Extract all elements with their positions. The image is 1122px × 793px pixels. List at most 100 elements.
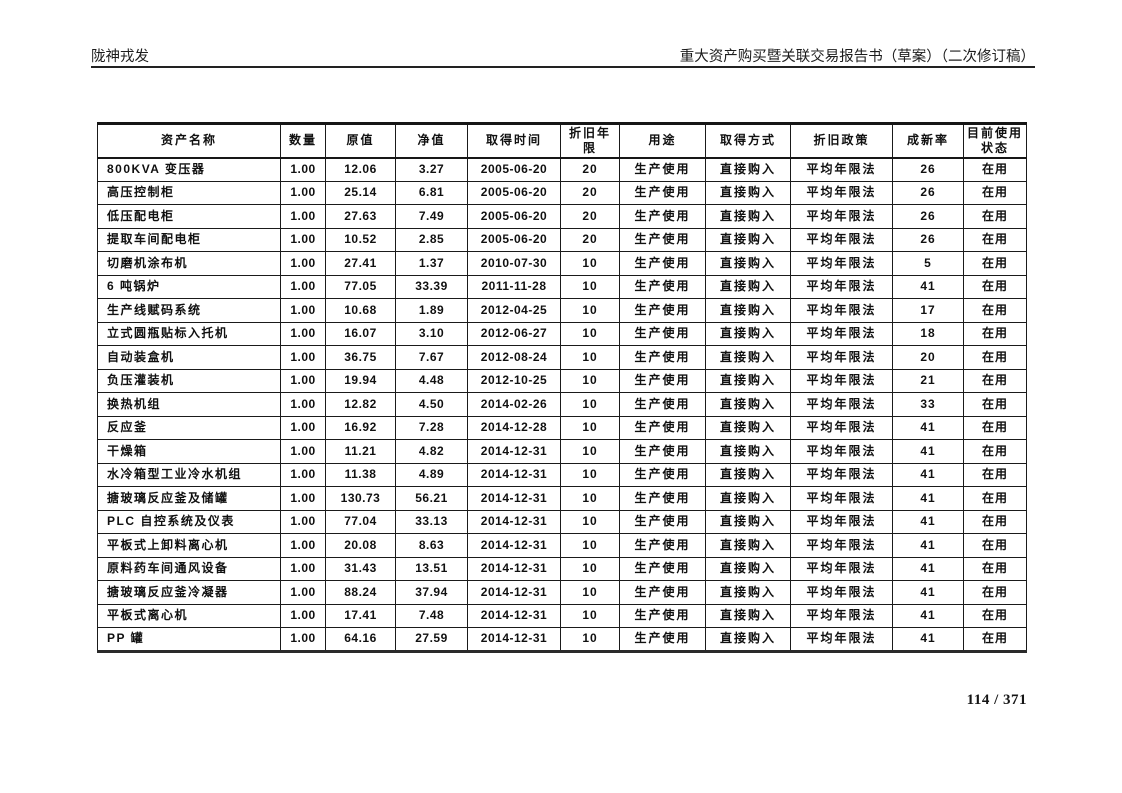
cell-usage: 生产使用: [619, 298, 706, 323]
cell-net-value: 8.63: [395, 533, 468, 558]
cell-quantity: 1.00: [280, 392, 326, 417]
cell-asset-name: 负压灌装机: [97, 368, 281, 393]
cell-acquire-date: 2010-07-30: [467, 251, 561, 276]
cell-depreciation-years: 10: [560, 580, 620, 605]
cell-newness-rate: 41: [892, 556, 964, 581]
cell-original-value: 20.08: [325, 533, 396, 558]
cell-acquire-method: 直接购入: [705, 345, 791, 370]
cell-original-value: 11.21: [325, 439, 396, 464]
cell-original-value: 11.38: [325, 462, 396, 487]
cell-net-value: 27.59: [395, 627, 468, 652]
cell-depreciation-policy: 平均年限法: [790, 345, 893, 370]
cell-quantity: 1.00: [280, 368, 326, 393]
header-rule: [91, 66, 1035, 68]
cell-acquire-date: 2012-10-25: [467, 368, 561, 393]
cell-asset-name: 干燥箱: [97, 439, 281, 464]
cell-acquire-method: 直接购入: [705, 462, 791, 487]
cell-asset-name: 搪玻璃反应釜及储罐: [97, 486, 281, 511]
cell-net-value: 2.85: [395, 227, 468, 252]
cell-usage: 生产使用: [619, 415, 706, 440]
cell-net-value: 3.27: [395, 157, 468, 182]
col-header-usage: 用途: [619, 123, 706, 159]
cell-depreciation-years: 10: [560, 603, 620, 628]
cell-acquire-date: 2014-12-31: [467, 486, 561, 511]
cell-acquire-date: 2014-12-28: [467, 415, 561, 440]
table-row: 6 吨锅炉 1.00 77.05 33.39 2011-11-28 10 生产使…: [97, 274, 1027, 299]
table-row: 800KVA 变压器 1.00 12.06 3.27 2005-06-20 20…: [97, 157, 1027, 182]
table-row: 换热机组 1.00 12.82 4.50 2014-02-26 10 生产使用 …: [97, 392, 1027, 417]
col-header-acquire-date: 取得时间: [467, 123, 561, 159]
cell-net-value: 3.10: [395, 321, 468, 346]
cell-quantity: 1.00: [280, 533, 326, 558]
cell-acquire-date: 2014-12-31: [467, 533, 561, 558]
cell-depreciation-years: 10: [560, 251, 620, 276]
cell-net-value: 4.48: [395, 368, 468, 393]
cell-net-value: 13.51: [395, 556, 468, 581]
cell-depreciation-years: 10: [560, 392, 620, 417]
cell-original-value: 31.43: [325, 556, 396, 581]
cell-depreciation-years: 10: [560, 368, 620, 393]
table-row: 干燥箱 1.00 11.21 4.82 2014-12-31 10 生产使用 直…: [97, 439, 1027, 464]
cell-depreciation-years: 10: [560, 509, 620, 534]
col-header-acquire-method: 取得方式: [705, 123, 791, 159]
cell-depreciation-years: 10: [560, 298, 620, 323]
cell-depreciation-policy: 平均年限法: [790, 157, 893, 182]
cell-newness-rate: 41: [892, 486, 964, 511]
cell-acquire-method: 直接购入: [705, 439, 791, 464]
cell-newness-rate: 26: [892, 227, 964, 252]
cell-depreciation-policy: 平均年限法: [790, 556, 893, 581]
cell-quantity: 1.00: [280, 580, 326, 605]
cell-newness-rate: 41: [892, 533, 964, 558]
cell-usage: 生产使用: [619, 345, 706, 370]
table-row: 搪玻璃反应釜冷凝器 1.00 88.24 37.94 2014-12-31 10…: [97, 580, 1027, 605]
cell-acquire-date: 2012-06-27: [467, 321, 561, 346]
cell-depreciation-policy: 平均年限法: [790, 462, 893, 487]
cell-acquire-method: 直接购入: [705, 556, 791, 581]
cell-newness-rate: 21: [892, 368, 964, 393]
cell-acquire-date: 2014-12-31: [467, 556, 561, 581]
cell-acquire-date: 2011-11-28: [467, 274, 561, 299]
cell-quantity: 1.00: [280, 415, 326, 440]
cell-net-value: 37.94: [395, 580, 468, 605]
cell-usage-status: 在用: [963, 533, 1027, 558]
cell-original-value: 36.75: [325, 345, 396, 370]
cell-acquire-date: 2005-06-20: [467, 180, 561, 205]
cell-usage-status: 在用: [963, 345, 1027, 370]
cell-usage-status: 在用: [963, 251, 1027, 276]
cell-newness-rate: 26: [892, 157, 964, 182]
cell-usage: 生产使用: [619, 368, 706, 393]
cell-usage-status: 在用: [963, 157, 1027, 182]
cell-quantity: 1.00: [280, 486, 326, 511]
cell-acquire-date: 2005-06-20: [467, 204, 561, 229]
cell-acquire-date: 2012-04-25: [467, 298, 561, 323]
cell-acquire-method: 直接购入: [705, 368, 791, 393]
cell-depreciation-years: 10: [560, 486, 620, 511]
cell-usage: 生产使用: [619, 392, 706, 417]
cell-depreciation-policy: 平均年限法: [790, 627, 893, 652]
cell-original-value: 16.92: [325, 415, 396, 440]
col-header-newness-rate: 成新率: [892, 123, 964, 159]
cell-acquire-date: 2014-02-26: [467, 392, 561, 417]
cell-asset-name: 反应釜: [97, 415, 281, 440]
table-row: 立式圆瓶贴标入托机 1.00 16.07 3.10 2012-06-27 10 …: [97, 321, 1027, 346]
cell-asset-name: 平板式上卸料离心机: [97, 533, 281, 558]
cell-usage-status: 在用: [963, 204, 1027, 229]
cell-usage-status: 在用: [963, 509, 1027, 534]
cell-original-value: 77.05: [325, 274, 396, 299]
cell-acquire-date: 2012-08-24: [467, 345, 561, 370]
cell-net-value: 56.21: [395, 486, 468, 511]
cell-depreciation-years: 20: [560, 180, 620, 205]
cell-asset-name: 生产线赋码系统: [97, 298, 281, 323]
cell-acquire-method: 直接购入: [705, 486, 791, 511]
cell-depreciation-years: 10: [560, 556, 620, 581]
cell-usage: 生产使用: [619, 157, 706, 182]
table-row: 反应釜 1.00 16.92 7.28 2014-12-28 10 生产使用 直…: [97, 415, 1027, 440]
cell-quantity: 1.00: [280, 627, 326, 652]
cell-asset-name: 切磨机涂布机: [97, 251, 281, 276]
cell-acquire-date: 2014-12-31: [467, 580, 561, 605]
cell-newness-rate: 41: [892, 415, 964, 440]
page-number: 114 / 371: [966, 692, 1027, 708]
cell-acquire-method: 直接购入: [705, 533, 791, 558]
cell-original-value: 19.94: [325, 368, 396, 393]
cell-depreciation-policy: 平均年限法: [790, 392, 893, 417]
